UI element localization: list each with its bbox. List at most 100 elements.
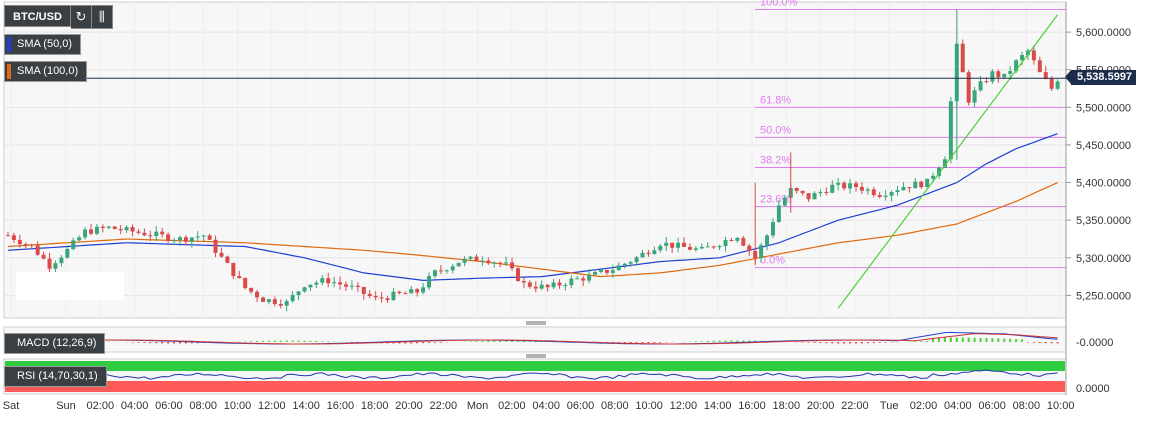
- candle-body: [759, 245, 764, 259]
- candle-body: [1049, 78, 1054, 89]
- sma50-line: [7, 133, 1058, 282]
- candle-body: [628, 262, 633, 264]
- candle-body: [510, 262, 515, 269]
- candle-body: [765, 235, 770, 246]
- fib-level-label: 38.2%: [760, 155, 791, 167]
- x-tick-label: 04:00: [944, 400, 972, 412]
- x-tick-label: Mon: [467, 400, 488, 412]
- x-tick-label: 10:00: [1047, 400, 1075, 412]
- macd-label[interactable]: MACD (12,26,9): [4, 333, 106, 354]
- candle-body: [990, 71, 995, 82]
- candle-body: [978, 81, 983, 91]
- y-tick-label: 5,450.0000: [1076, 140, 1131, 152]
- candle-body: [332, 282, 337, 284]
- candle-body: [937, 167, 942, 176]
- candle-body: [266, 299, 271, 302]
- candle-body: [474, 256, 479, 261]
- candle-body: [100, 226, 105, 228]
- candle-body: [687, 246, 692, 250]
- candle-body: [830, 184, 835, 193]
- macd-label-text: MACD (12,26,9): [17, 337, 97, 349]
- candle-body: [219, 252, 224, 257]
- macd-y-tick-label: -0.0000: [1076, 337, 1113, 349]
- sma100-swatch: [7, 64, 11, 79]
- candle-body: [652, 250, 657, 255]
- sma50-label-text: SMA (50,0): [17, 38, 73, 50]
- symbol-label[interactable]: BTC/USD: [4, 5, 71, 27]
- candle-body: [806, 193, 811, 200]
- candle-body: [812, 193, 817, 200]
- x-tick-label: 20:00: [395, 400, 423, 412]
- candle-body: [711, 246, 716, 248]
- candle-body: [59, 257, 64, 264]
- trendline: [837, 14, 1059, 309]
- candle-body: [35, 245, 40, 255]
- candle-body: [427, 276, 432, 288]
- x-tick-label: 04:00: [121, 400, 149, 412]
- candle-body: [747, 245, 752, 251]
- price-pane-bg: [3, 1, 1067, 319]
- x-tick-label: 22:00: [430, 400, 458, 412]
- candle-body: [1014, 60, 1019, 72]
- candle-body: [462, 258, 467, 263]
- candle-body: [919, 181, 924, 188]
- candle-body: [308, 284, 313, 288]
- candle-body: [925, 178, 930, 188]
- rsi-y-tick-label: 0.0000: [1076, 383, 1110, 395]
- candle-body: [658, 245, 663, 251]
- rsi-pane: 0.0000: [5, 361, 1110, 395]
- candle-body: [551, 282, 556, 288]
- x-tick-label: 20:00: [807, 400, 835, 412]
- x-tick-label: 04:00: [532, 400, 560, 412]
- candle-body: [391, 291, 396, 301]
- x-tick-label: 02:00: [910, 400, 938, 412]
- refresh-icon[interactable]: ↻: [70, 5, 92, 29]
- rsi-line: [7, 369, 1058, 380]
- candle-body: [581, 278, 586, 281]
- candle-body: [77, 237, 82, 241]
- candle-body: [41, 254, 46, 259]
- candle-body: [676, 242, 681, 248]
- candle-body: [177, 237, 182, 241]
- candle-body: [296, 291, 301, 296]
- candle-body: [118, 229, 123, 231]
- candle-body: [527, 282, 532, 287]
- x-tick-label: 06:00: [567, 400, 595, 412]
- candle-body: [201, 235, 206, 237]
- candlestick-icon[interactable]: ⫼: [91, 5, 113, 29]
- x-tick-label: 12:00: [258, 400, 286, 412]
- candle-body: [895, 190, 900, 192]
- candle-body: [498, 262, 503, 264]
- x-tick-label: 06:00: [978, 400, 1006, 412]
- candle-body: [450, 266, 455, 271]
- rsi-label[interactable]: RSI (14,70,30,1): [4, 366, 107, 387]
- candle-body: [782, 197, 787, 206]
- candle-body: [260, 297, 265, 302]
- candle-body: [344, 284, 349, 287]
- candle-body: [682, 242, 687, 247]
- candle-body: [800, 190, 805, 194]
- candle-body: [207, 235, 212, 240]
- candle-body: [1020, 55, 1025, 61]
- candle-body: [610, 270, 615, 273]
- sma100-label[interactable]: SMA (100,0): [4, 61, 88, 82]
- fib-level-label: 100.0%: [760, 0, 798, 9]
- candle-body: [794, 187, 799, 191]
- sma50-label[interactable]: SMA (50,0): [4, 34, 82, 55]
- candle-body: [480, 260, 485, 262]
- x-tick-label: 16:00: [327, 400, 355, 412]
- x-tick-label: 02:00: [87, 400, 115, 412]
- y-tick-label: 5,300.0000: [1076, 253, 1131, 265]
- rsi-label-text: RSI (14,70,30,1): [17, 370, 98, 382]
- candle-body: [859, 186, 864, 191]
- candle-body: [124, 227, 129, 231]
- candle-body: [717, 246, 722, 248]
- candle-body: [539, 284, 544, 289]
- candle-body: [468, 256, 473, 259]
- candle-body: [278, 304, 283, 306]
- candle-body: [237, 276, 242, 278]
- candle-body: [367, 293, 372, 296]
- x-tick-label: 16:00: [738, 400, 766, 412]
- candle-body: [871, 189, 876, 196]
